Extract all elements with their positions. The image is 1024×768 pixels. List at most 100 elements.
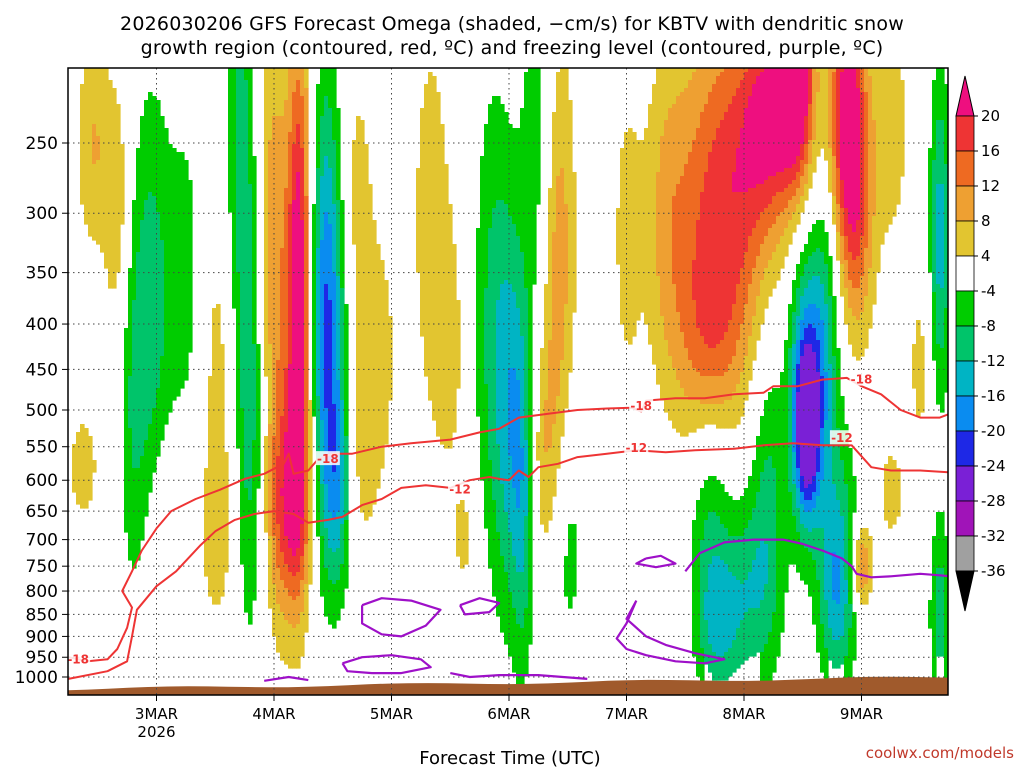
omega-cell	[892, 68, 897, 217]
omega-cell	[916, 320, 921, 417]
omega-cell	[328, 548, 333, 581]
omega-cell	[120, 144, 125, 225]
omega-cell	[832, 196, 837, 225]
omega-cell	[676, 68, 681, 97]
omega-cell	[856, 220, 861, 257]
omega-cell	[812, 328, 817, 353]
omega-cell	[840, 68, 845, 73]
omega-cell	[496, 96, 501, 201]
omega-cell	[144, 100, 149, 201]
omega-cell	[108, 80, 113, 289]
omega-cell	[508, 284, 513, 369]
omega-cell	[780, 192, 785, 213]
omega-cell	[512, 128, 517, 225]
omega-cell	[552, 232, 557, 425]
omega-cell	[804, 548, 809, 585]
omega-cell	[756, 608, 761, 653]
omega-cell	[300, 612, 305, 657]
omega-cell	[324, 568, 329, 617]
omega-cell	[756, 184, 761, 221]
omega-cell	[92, 164, 97, 241]
omega-cell	[852, 232, 857, 261]
omega-cell	[728, 648, 733, 677]
omega-cell	[176, 152, 181, 397]
omega-cell	[736, 628, 741, 669]
omega-cell	[700, 192, 705, 337]
omega-cell	[128, 268, 133, 377]
omega-cell	[724, 652, 729, 681]
omega-cell	[752, 508, 757, 561]
omega-cell	[320, 536, 325, 597]
omega-cell	[240, 68, 245, 409]
contour-label-bg	[829, 430, 854, 445]
omega-cell	[836, 428, 841, 501]
omega-cell	[692, 68, 697, 73]
omega-cell	[696, 68, 701, 129]
contour-label-bg	[629, 398, 654, 413]
omega-cell	[780, 172, 785, 193]
y-tick-label: 400	[26, 315, 58, 335]
omega-cell	[744, 72, 749, 109]
omega-cell	[724, 492, 729, 529]
omega-cell	[148, 192, 153, 425]
omega-cell	[300, 68, 305, 97]
omega-cell	[876, 68, 881, 273]
omega-cell	[284, 100, 289, 189]
omega-cell	[840, 72, 845, 181]
omega-cell	[300, 556, 305, 581]
omega-cell	[712, 652, 717, 681]
omega-cell	[488, 104, 493, 229]
omega-cell	[940, 120, 945, 185]
omega-cell	[704, 376, 709, 405]
omega-cell	[740, 324, 745, 373]
omega-cell	[824, 232, 829, 265]
omega-cell	[692, 400, 697, 433]
omega-cell	[332, 272, 337, 405]
omega-cell	[844, 604, 849, 657]
omega-cell	[344, 436, 349, 521]
y-tick-label: 600	[26, 471, 58, 491]
colorbar-bin	[955, 325, 975, 362]
omega-cell	[828, 148, 833, 193]
omega-cell	[340, 564, 345, 609]
omega-cell	[688, 68, 693, 81]
omega-cell	[316, 84, 321, 169]
omega-cell	[304, 544, 309, 585]
omega-cell	[268, 68, 273, 141]
omega-cell	[696, 128, 701, 221]
omega-cell	[848, 604, 853, 629]
omega-cell	[732, 356, 737, 393]
omega-cell	[128, 376, 133, 429]
omega-cell	[232, 68, 237, 309]
omega-cell	[744, 252, 749, 305]
omega-cell	[784, 228, 789, 257]
omega-cell	[332, 472, 337, 521]
omega-cell	[668, 68, 673, 109]
omega-cell	[676, 184, 681, 313]
omega-cell	[744, 580, 749, 613]
omega-cell	[280, 496, 285, 553]
omega-cell	[928, 600, 933, 629]
omega-cell	[812, 68, 817, 141]
omega-cell	[732, 640, 737, 673]
omega-cell	[764, 180, 769, 209]
omega-cell	[500, 556, 505, 633]
omega-cell	[812, 560, 817, 625]
omega-cell	[776, 216, 781, 245]
omega-cell	[800, 252, 805, 277]
omega-cell	[336, 200, 341, 277]
colorbar-bin	[955, 290, 975, 327]
omega-cell	[340, 200, 345, 289]
omega-cell	[796, 444, 801, 469]
omega-cell	[328, 68, 333, 109]
omega-cell	[540, 348, 545, 525]
omega-cell	[804, 264, 809, 289]
omega-cell	[744, 108, 749, 193]
omega-cell	[760, 212, 765, 245]
omega-cell	[692, 260, 697, 301]
omega-cell	[696, 500, 701, 677]
y-tick-label: 900	[26, 627, 58, 647]
omega-cell	[276, 456, 281, 525]
omega-cell	[824, 264, 829, 305]
omega-cell	[724, 564, 729, 653]
